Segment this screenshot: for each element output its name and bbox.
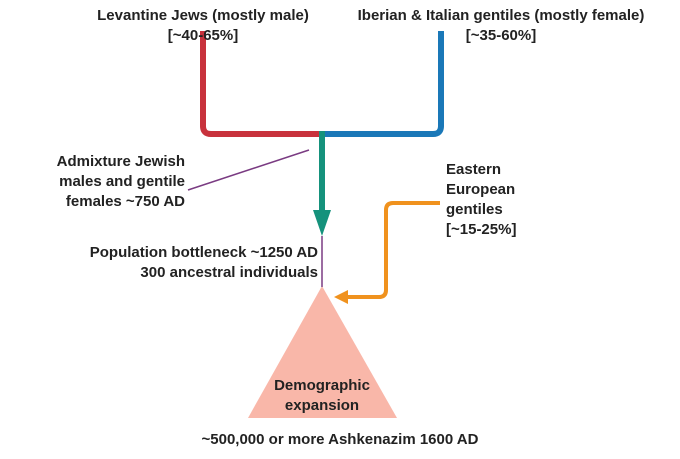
iberian-share: [~35-60%]	[465, 27, 537, 44]
bottleneck-line-1: Population bottleneck ~1250 AD	[89, 244, 318, 261]
eastern-european-line-2: European	[446, 181, 516, 198]
bottleneck-line-2: 300 ancestral individuals	[140, 264, 318, 281]
admixture-line-1: Admixture Jewish	[56, 153, 185, 170]
eastern-european-line-4: [~15-25%]	[446, 221, 517, 238]
result-label: ~500,000 or more Ashkenazim 1600 AD	[201, 431, 479, 448]
bottleneck-label: Population bottleneck ~1250 AD 300 ances…	[30, 243, 318, 283]
admixture-line-3: females ~750 AD	[65, 193, 185, 210]
admixture-line-2: males and gentile	[59, 173, 185, 190]
iberian-branch-line	[322, 31, 444, 137]
eastern-european-line	[346, 201, 440, 299]
levantine-name: Levantine Jews (mostly male)	[97, 7, 309, 24]
expansion-label: Demographic expansion	[247, 376, 397, 416]
levantine-share: [~40-65%]	[167, 27, 239, 44]
iberian-name: Iberian & Italian gentiles (mostly femal…	[357, 7, 645, 24]
expansion-line-2: expansion	[284, 397, 360, 414]
eastern-european-arrowhead	[334, 290, 348, 304]
eastern-european-label: Eastern European gentiles [~15-25%]	[446, 160, 596, 240]
admixture-label: Admixture Jewish males and gentile femal…	[10, 152, 185, 212]
expansion-line-1: Demographic	[274, 377, 370, 394]
iberian-label: Iberian & Italian gentiles (mostly femal…	[328, 6, 674, 46]
admixture-callout-line	[187, 149, 310, 191]
levantine-branch-line	[200, 31, 322, 137]
expansion-triangle	[248, 286, 397, 418]
admixture-arrowhead	[313, 210, 331, 236]
levantine-label: Levantine Jews (mostly male) [~40-65%]	[25, 6, 381, 46]
eastern-european-line-1: Eastern	[446, 161, 502, 178]
eastern-european-line-3: gentiles	[446, 201, 503, 218]
